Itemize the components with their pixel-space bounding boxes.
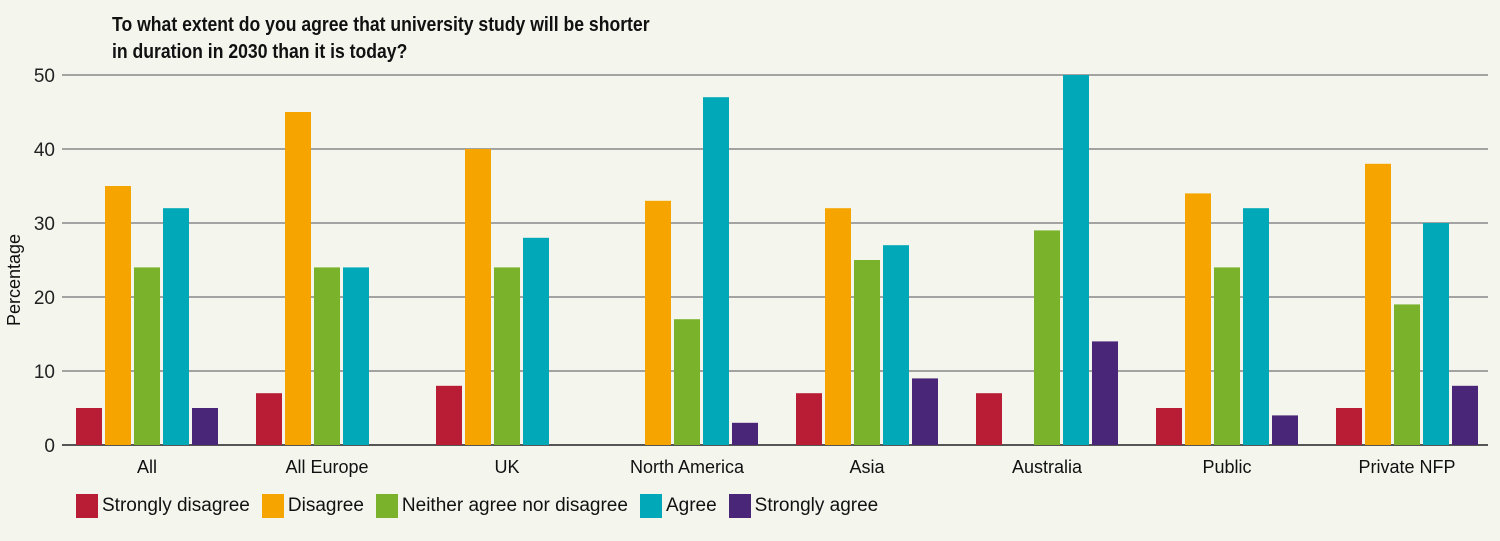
legend-swatch xyxy=(639,494,662,518)
bar xyxy=(134,267,160,445)
legend-swatch xyxy=(76,494,98,518)
bar xyxy=(1243,208,1269,445)
x-tick-label: Australia xyxy=(1012,457,1083,477)
legend-label: Disagree xyxy=(287,495,364,516)
bar xyxy=(1272,415,1298,445)
legend-label: Neither agree nor disagree xyxy=(401,495,628,516)
bar xyxy=(465,149,491,445)
bar xyxy=(192,408,218,445)
bar xyxy=(1092,341,1118,445)
chart-title: To what extent do you agree that univers… xyxy=(112,14,650,63)
bar xyxy=(1336,408,1362,445)
y-tick-label: 30 xyxy=(34,214,55,235)
bar xyxy=(436,385,462,445)
bar xyxy=(285,112,311,445)
bar xyxy=(732,422,758,445)
legend-label: Agree xyxy=(665,495,717,516)
bar xyxy=(343,267,369,445)
bar xyxy=(1452,385,1478,445)
x-tick-label: Asia xyxy=(849,457,885,477)
bar xyxy=(825,208,851,445)
bar xyxy=(314,267,340,445)
bar xyxy=(163,208,189,445)
x-tick-label: All Europe xyxy=(285,457,368,477)
bar xyxy=(912,378,938,445)
x-tick-label: Public xyxy=(1202,457,1251,477)
x-tick-label: All xyxy=(137,457,157,477)
bar xyxy=(703,97,729,445)
legend-swatch xyxy=(261,494,284,518)
x-tick-label: UK xyxy=(494,457,519,477)
y-axis-label: Percentage xyxy=(4,234,24,326)
x-tick-label: Private NFP xyxy=(1358,457,1455,477)
y-tick-label: 50 xyxy=(34,66,55,87)
y-tick-label: 10 xyxy=(34,362,55,383)
legend-item: Disagree xyxy=(261,494,364,518)
bar xyxy=(976,393,1002,445)
bar xyxy=(494,267,520,445)
bar xyxy=(523,237,549,445)
y-tick-label: 20 xyxy=(34,288,55,309)
legend-item: Strongly agree xyxy=(728,494,879,518)
bar xyxy=(105,186,131,445)
bar xyxy=(76,408,102,445)
bar xyxy=(1063,75,1089,445)
legend-swatch xyxy=(375,494,398,518)
legend-item: Neither agree nor disagree xyxy=(375,494,628,518)
bar xyxy=(1394,304,1420,445)
legend-item: Agree xyxy=(639,494,717,518)
bar xyxy=(1156,408,1182,445)
legend-swatch xyxy=(728,494,751,518)
bar xyxy=(674,319,700,445)
x-tick-label: North America xyxy=(630,457,745,477)
bar xyxy=(1365,163,1391,446)
bar xyxy=(645,200,671,445)
bar xyxy=(854,260,880,445)
bar xyxy=(796,393,822,445)
bar xyxy=(1214,267,1240,445)
legend: Strongly disagree Disagree Neither agree n… xyxy=(76,494,890,518)
y-tick-label: 40 xyxy=(34,140,55,161)
bar xyxy=(883,245,909,445)
legend-label: Strongly disagree xyxy=(102,495,250,516)
bar xyxy=(1185,193,1211,445)
legend-label: Strongly agree xyxy=(754,495,879,516)
bar xyxy=(1034,230,1060,445)
legend-item: Strongly disagree xyxy=(76,494,250,518)
bar xyxy=(1423,223,1449,445)
bar xyxy=(256,393,282,445)
y-tick-label: 0 xyxy=(44,436,55,457)
